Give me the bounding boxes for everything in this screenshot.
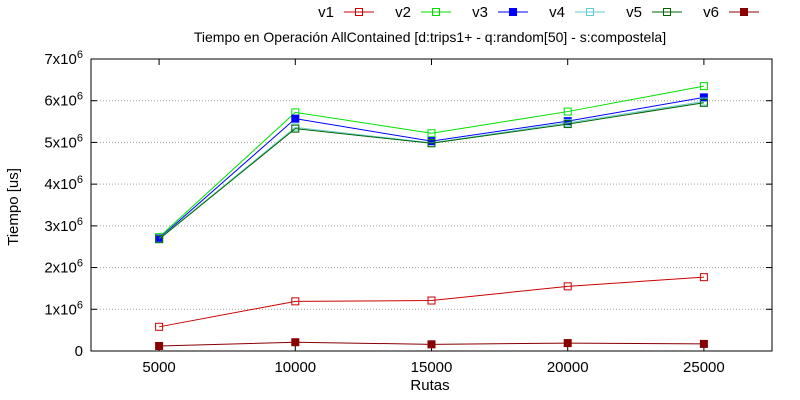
x-tick-label: 15000 (411, 359, 453, 376)
chart-title: Tiempo en Operación AllContained [d:trip… (194, 29, 666, 45)
data-point-v1 (291, 297, 300, 306)
legend-swatch-marker (740, 8, 748, 16)
data-point-v6 (427, 340, 436, 349)
legend-item-v6: v6 (703, 4, 759, 21)
data-point-v5 (427, 139, 436, 148)
series-line-v3 (158, 96, 704, 239)
legend-swatch-marker (432, 8, 440, 16)
legend-swatch-marker (509, 8, 517, 16)
series-lines (155, 82, 708, 350)
legend-label: v2 (395, 4, 411, 21)
legend-swatch-marker (663, 8, 671, 16)
y-tick-label: 1x106 (44, 299, 83, 318)
data-point-v2 (699, 82, 708, 91)
legend-label: v1 (318, 4, 334, 21)
legend-item-v4: v4 (549, 4, 605, 21)
data-point-v5 (699, 98, 708, 107)
legend: v1 v2 v3 v4 v5 v6 (318, 4, 759, 21)
series-line-v2 (158, 85, 704, 238)
legend-swatch-marker (355, 8, 363, 16)
legend-label: v5 (626, 4, 642, 21)
grid-lines (91, 100, 772, 310)
data-point-v6 (699, 339, 708, 348)
x-tick-label: 10000 (274, 359, 316, 376)
x-axis-label: Rutas (410, 377, 449, 394)
series-line-v4 (158, 101, 704, 240)
data-point-v1 (155, 322, 164, 331)
data-point-v3 (291, 114, 300, 123)
data-point-v2 (427, 129, 436, 138)
data-point-v1 (563, 282, 572, 291)
data-point-v6 (291, 338, 300, 347)
plot-frame (90, 58, 773, 352)
x-tick-label: 20000 (547, 359, 589, 376)
data-point-v6 (563, 339, 572, 348)
y-axis-ticks: 0 1x106 2x106 3x106 4x106 5x106 6x106 7x106 (44, 49, 772, 360)
legend-item-v2: v2 (395, 4, 451, 21)
y-tick-label: 7x106 (44, 49, 83, 68)
y-tick-label: 2x106 (44, 258, 83, 277)
plot-border (90, 58, 773, 352)
legend-swatch-marker (586, 8, 594, 16)
x-tick-label: 25000 (683, 359, 725, 376)
legend-label: v3 (472, 4, 488, 21)
series-v5 (155, 98, 708, 244)
series-line-v5 (158, 102, 704, 240)
x-axis-ticks: 5000 10000 15000 20000 25000 (142, 59, 725, 376)
data-point-v5 (291, 124, 300, 133)
legend-label: v4 (549, 4, 565, 21)
data-point-v1 (699, 273, 708, 282)
data-point-v6 (155, 341, 164, 350)
data-point-v1 (427, 296, 436, 305)
x-tick-label: 5000 (142, 359, 175, 376)
series-line-v1 (159, 276, 704, 328)
data-point-v5 (155, 235, 164, 244)
legend-item-v5: v5 (626, 4, 682, 21)
y-axis-label: Tiempo [us] (5, 168, 22, 246)
y-tick-label: 5x106 (44, 132, 83, 151)
series-v4 (155, 97, 708, 243)
y-tick-label: 0 (75, 343, 83, 360)
data-point-v5 (563, 120, 572, 129)
series-v1 (155, 273, 708, 331)
data-point-v2 (563, 107, 572, 116)
legend-item-v3: v3 (472, 4, 528, 21)
y-tick-label: 3x106 (44, 216, 83, 235)
legend-label: v6 (703, 4, 719, 21)
series-v3 (155, 93, 708, 243)
legend-item-v1: v1 (318, 4, 374, 21)
y-tick-label: 6x106 (44, 91, 83, 110)
y-tick-label: 4x106 (44, 174, 83, 193)
data-point-v3 (699, 93, 708, 102)
series-v2 (155, 82, 708, 242)
series-v6 (155, 338, 708, 350)
